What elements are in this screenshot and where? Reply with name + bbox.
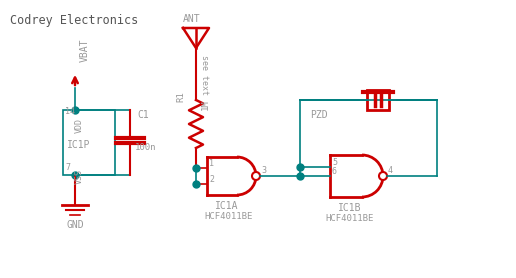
Circle shape (379, 172, 387, 180)
Text: 3: 3 (261, 166, 266, 175)
Text: see text: see text (200, 55, 209, 95)
Text: ANT: ANT (183, 14, 201, 24)
Text: 14: 14 (65, 107, 75, 116)
Text: 6: 6 (332, 167, 337, 176)
Text: 7: 7 (65, 163, 70, 172)
Text: Codrey Electronics: Codrey Electronics (10, 14, 138, 27)
Text: 100n: 100n (135, 143, 156, 152)
Text: 5: 5 (332, 158, 337, 167)
Text: R1: R1 (176, 91, 185, 102)
Text: GND: GND (66, 220, 84, 230)
Text: VSS: VSS (75, 169, 84, 184)
Circle shape (252, 172, 260, 180)
Text: VDD: VDD (75, 118, 84, 133)
Text: IC1P: IC1P (67, 140, 90, 150)
Text: HCF4011BE: HCF4011BE (204, 212, 252, 221)
Text: 4: 4 (388, 166, 393, 175)
Text: VBAT: VBAT (80, 38, 90, 62)
Text: 2: 2 (209, 175, 214, 184)
Text: IC1B: IC1B (338, 203, 362, 213)
Bar (367, 90, 390, 110)
Bar (63, 110, 115, 175)
Text: C1: C1 (137, 110, 149, 120)
Text: PZD: PZD (310, 110, 328, 120)
Text: 1M: 1M (201, 99, 210, 110)
Text: IC1A: IC1A (215, 201, 238, 211)
Text: HCF4011BE: HCF4011BE (325, 214, 374, 223)
Text: 1: 1 (209, 159, 214, 168)
